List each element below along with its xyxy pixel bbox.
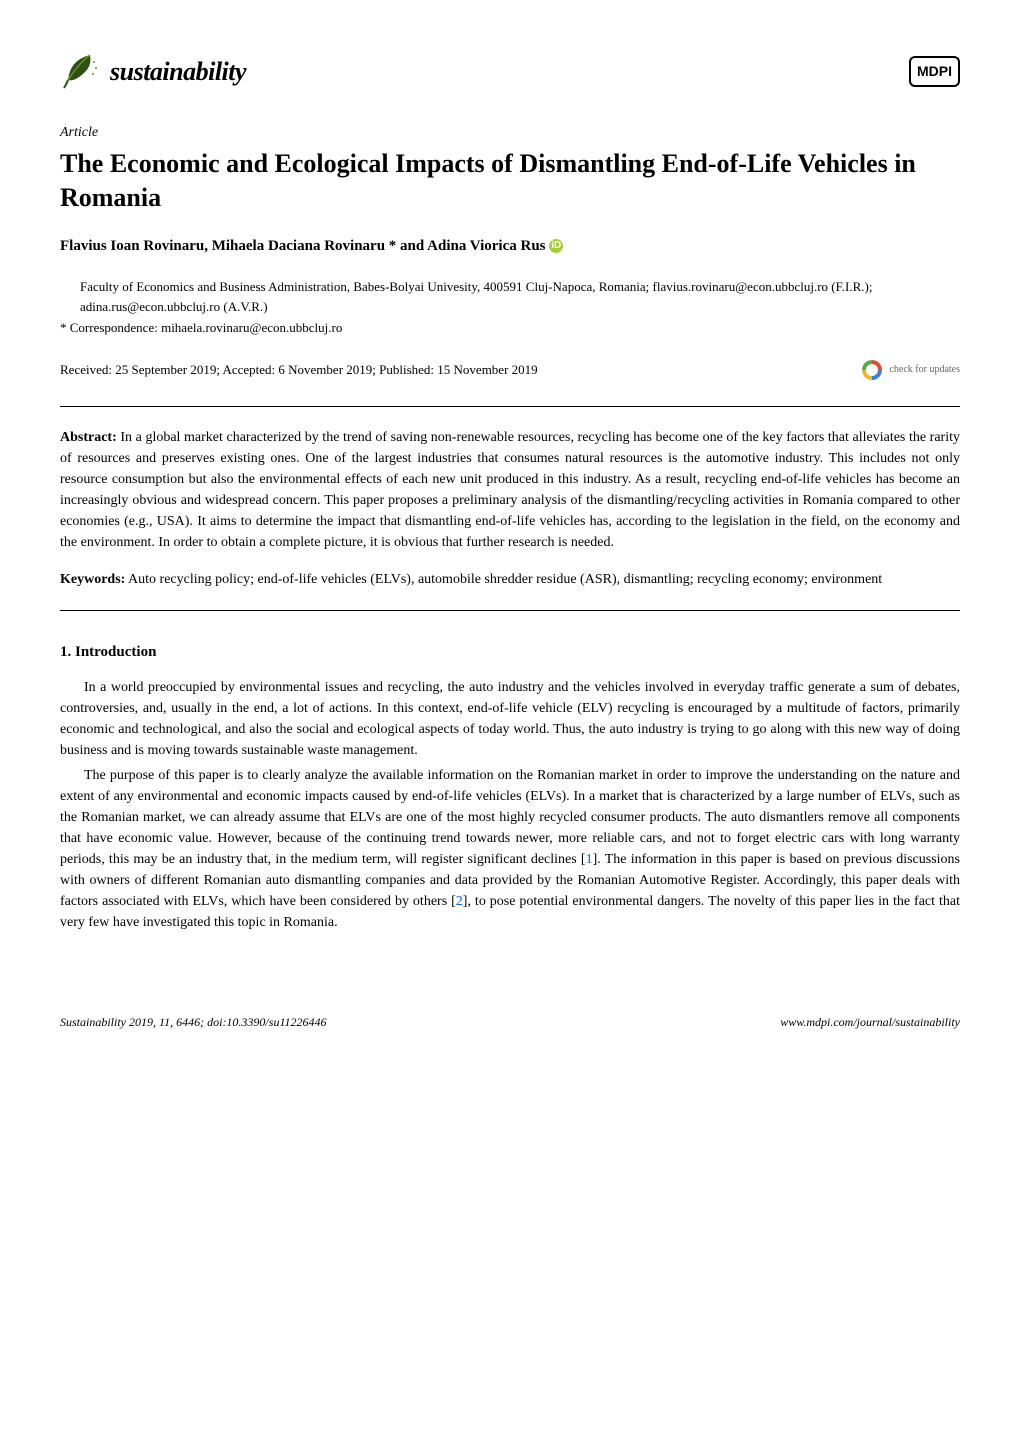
dates-text: Received: 25 September 2019; Accepted: 6… — [60, 360, 538, 380]
intro-paragraph-1: In a world preoccupied by environmental … — [60, 677, 960, 761]
abstract-block: Abstract: In a global market characteriz… — [60, 406, 960, 611]
page-header: sustainability MDPI — [60, 50, 960, 92]
page-title: The Economic and Ecological Impacts of D… — [60, 147, 960, 215]
intro-paragraph-2: The purpose of this paper is to clearly … — [60, 765, 960, 933]
authors-line: Flavius Ioan Rovinaru, Mihaela Daciana R… — [60, 235, 960, 258]
keywords-text: Auto recycling policy; end-of-life vehic… — [125, 572, 882, 587]
abstract-label: Abstract: — [60, 430, 117, 445]
dates-row: Received: 25 September 2019; Accepted: 6… — [60, 358, 960, 382]
page-footer: Sustainability 2019, 11, 6446; doi:10.33… — [60, 1013, 960, 1031]
correspondence: * Correspondence: mihaela.rovinaru@econ.… — [60, 318, 960, 338]
citation-link-2[interactable]: 2 — [456, 894, 463, 909]
check-updates-label: check for updates — [889, 362, 960, 377]
keywords-paragraph: Keywords: Auto recycling policy; end-of-… — [60, 569, 960, 590]
mdpi-logo: MDPI — [909, 56, 960, 87]
section-heading-introduction: 1. Introduction — [60, 641, 960, 664]
footer-left: Sustainability 2019, 11, 6446; doi:10.33… — [60, 1013, 327, 1031]
check-updates-icon — [860, 358, 884, 382]
check-updates-badge[interactable]: check for updates — [860, 358, 960, 382]
article-type: Article — [60, 122, 960, 143]
orcid-icon[interactable]: iD — [549, 239, 563, 253]
keywords-label: Keywords: — [60, 572, 125, 587]
authors-text: Flavius Ioan Rovinaru, Mihaela Daciana R… — [60, 238, 546, 254]
abstract-paragraph: Abstract: In a global market characteriz… — [60, 427, 960, 553]
journal-logo-block: sustainability — [60, 50, 246, 92]
leaf-icon — [60, 50, 102, 92]
abstract-text: In a global market characterized by the … — [60, 430, 960, 550]
journal-name: sustainability — [110, 52, 246, 91]
footer-right: www.mdpi.com/journal/sustainability — [780, 1013, 960, 1031]
citation-link-1[interactable]: 1 — [586, 852, 593, 867]
affiliation: Faculty of Economics and Business Admini… — [60, 277, 960, 316]
